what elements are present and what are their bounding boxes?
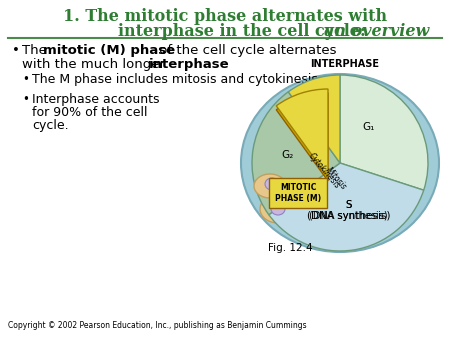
Text: Copyright © 2002 Pearson Education, Inc., publishing as Benjamin Cummings: Copyright © 2002 Pearson Education, Inc.… bbox=[8, 321, 306, 330]
Ellipse shape bbox=[260, 195, 296, 223]
Text: an overview: an overview bbox=[324, 23, 429, 40]
Text: Cytokinesis: Cytokinesis bbox=[306, 151, 342, 191]
Text: G₂: G₂ bbox=[282, 150, 294, 161]
Text: The: The bbox=[22, 44, 51, 57]
Text: mitotic (M) phase: mitotic (M) phase bbox=[43, 44, 175, 57]
Text: MITOTIC
PHASE (M): MITOTIC PHASE (M) bbox=[275, 183, 321, 203]
Text: S
(DNA synthesis): S (DNA synthesis) bbox=[306, 200, 390, 221]
Text: Interphase accounts: Interphase accounts bbox=[32, 93, 159, 106]
Text: INTERPHASE: INTERPHASE bbox=[310, 59, 379, 69]
Text: Fig. 12.4: Fig. 12.4 bbox=[268, 243, 313, 253]
Text: with the much longer: with the much longer bbox=[22, 58, 169, 71]
Ellipse shape bbox=[254, 174, 286, 198]
Text: interphase in the cell cycle:: interphase in the cell cycle: bbox=[118, 23, 372, 40]
FancyBboxPatch shape bbox=[269, 178, 327, 208]
Text: The M phase includes mitosis and cytokinesis.: The M phase includes mitosis and cytokin… bbox=[32, 73, 322, 86]
Ellipse shape bbox=[271, 203, 285, 215]
Wedge shape bbox=[276, 93, 328, 181]
Text: S
(DNA synthesis): S (DNA synthesis) bbox=[309, 200, 387, 221]
Text: 1. The mitotic phase alternates with: 1. The mitotic phase alternates with bbox=[63, 8, 387, 25]
Text: G₁: G₁ bbox=[362, 122, 375, 132]
Wedge shape bbox=[276, 89, 328, 177]
Text: •: • bbox=[22, 73, 29, 86]
Wedge shape bbox=[252, 92, 340, 215]
Ellipse shape bbox=[256, 87, 424, 239]
Wedge shape bbox=[269, 163, 424, 251]
Text: of the cell cycle alternates: of the cell cycle alternates bbox=[155, 44, 337, 57]
Ellipse shape bbox=[265, 178, 279, 190]
Text: •: • bbox=[22, 93, 29, 106]
Text: for 90% of the cell: for 90% of the cell bbox=[32, 106, 148, 119]
Text: .: . bbox=[213, 58, 217, 71]
Text: •: • bbox=[12, 44, 20, 57]
Text: cycle.: cycle. bbox=[32, 119, 68, 132]
Text: interphase: interphase bbox=[149, 58, 230, 71]
Ellipse shape bbox=[241, 74, 439, 252]
Wedge shape bbox=[340, 75, 428, 190]
Text: Mitosis: Mitosis bbox=[324, 166, 348, 192]
Wedge shape bbox=[288, 75, 340, 163]
